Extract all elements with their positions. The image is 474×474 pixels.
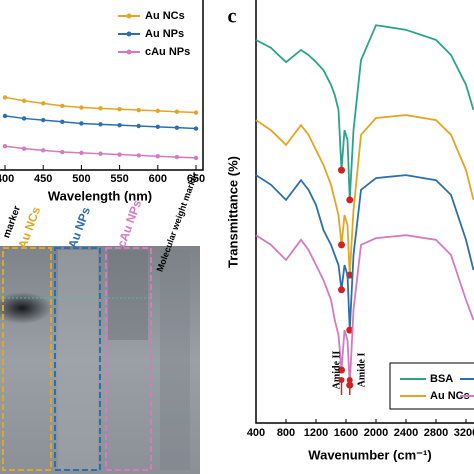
peak-marker	[346, 326, 354, 334]
series-line	[255, 234, 474, 386]
series-line	[255, 174, 474, 331]
point	[60, 103, 65, 109]
point	[117, 122, 122, 128]
gel-lane	[160, 250, 190, 470]
series-line	[255, 114, 474, 276]
x-tick-label: 500	[72, 173, 90, 185]
point	[41, 148, 46, 153]
x-tick-label: 3200	[454, 427, 474, 439]
legend-label: Au NCs	[145, 10, 185, 22]
x-tick-label: 800	[277, 427, 295, 439]
point	[60, 149, 65, 155]
legend-marker	[126, 31, 132, 37]
point	[193, 126, 199, 131]
point	[79, 105, 84, 110]
x-tick-label: 400	[247, 427, 265, 439]
legend-label: Au NPs	[145, 28, 184, 40]
point	[193, 110, 199, 115]
point	[155, 124, 160, 130]
plot-frame	[0, 0, 204, 171]
point	[117, 107, 122, 112]
peak-marker	[338, 366, 345, 374]
point	[193, 155, 199, 161]
x-axis-label: Wavenumber (cm⁻¹)	[308, 447, 431, 462]
legend-label: Au NCs	[430, 390, 470, 402]
point	[155, 154, 160, 159]
gel-band	[0, 292, 52, 324]
point	[98, 106, 103, 111]
point	[2, 113, 8, 119]
x-tick-label: 2000	[364, 427, 388, 439]
y-axis-label: Transmittance (%)	[225, 156, 240, 268]
annotation: Amide I	[356, 353, 367, 388]
gel-image: marker Au NCs Au NPs cAu NPs Molecular w…	[0, 170, 200, 474]
x-tick-label: 450	[34, 173, 52, 185]
annotation-dot	[338, 377, 345, 383]
point	[98, 122, 103, 127]
gel-lane	[108, 250, 148, 340]
point	[2, 95, 8, 100]
point	[60, 119, 65, 125]
point	[41, 117, 46, 123]
point	[155, 108, 160, 114]
annotation-dot	[346, 377, 353, 383]
point	[21, 98, 27, 104]
series-line	[255, 24, 474, 200]
point	[174, 154, 180, 160]
point	[98, 151, 103, 156]
point	[174, 125, 180, 130]
x-tick-label: 2800	[424, 427, 448, 439]
point	[136, 107, 141, 113]
legend-box	[389, 362, 474, 410]
x-tick-label: 1600	[334, 427, 358, 439]
point	[41, 101, 46, 106]
point	[79, 150, 84, 156]
peak-marker	[346, 196, 354, 204]
x-tick-label: 400	[0, 173, 14, 185]
lane-label: Au NPs	[65, 205, 93, 250]
legend-label: cAu NPs	[145, 46, 190, 58]
point	[21, 116, 27, 121]
point	[79, 121, 84, 126]
peak-marker	[338, 286, 345, 294]
peak-marker	[338, 166, 345, 174]
annotation: Amide II	[331, 351, 342, 390]
x-tick-label: 550	[110, 173, 128, 185]
point	[174, 109, 180, 114]
point	[117, 152, 122, 157]
x-tick-label: 600	[149, 173, 167, 185]
x-tick-label: 650	[187, 173, 205, 185]
lane-box	[54, 247, 101, 471]
legend-marker	[126, 13, 132, 19]
gel-lane	[58, 250, 98, 470]
lane-label: cAu NPs	[114, 198, 144, 249]
point	[136, 153, 141, 158]
x-axis-label: Wavelength (nm)	[48, 188, 152, 203]
point	[136, 123, 141, 129]
x-tick-label: 2400	[394, 427, 418, 439]
x-tick-label: 1200	[304, 427, 328, 439]
legend-marker	[126, 49, 132, 55]
panel-label: c	[228, 6, 237, 28]
lane-box	[105, 247, 152, 471]
legend-label: BSA	[430, 373, 453, 385]
peak-marker	[338, 241, 345, 249]
point	[2, 143, 8, 149]
point	[21, 146, 27, 151]
lane-box	[2, 247, 52, 471]
